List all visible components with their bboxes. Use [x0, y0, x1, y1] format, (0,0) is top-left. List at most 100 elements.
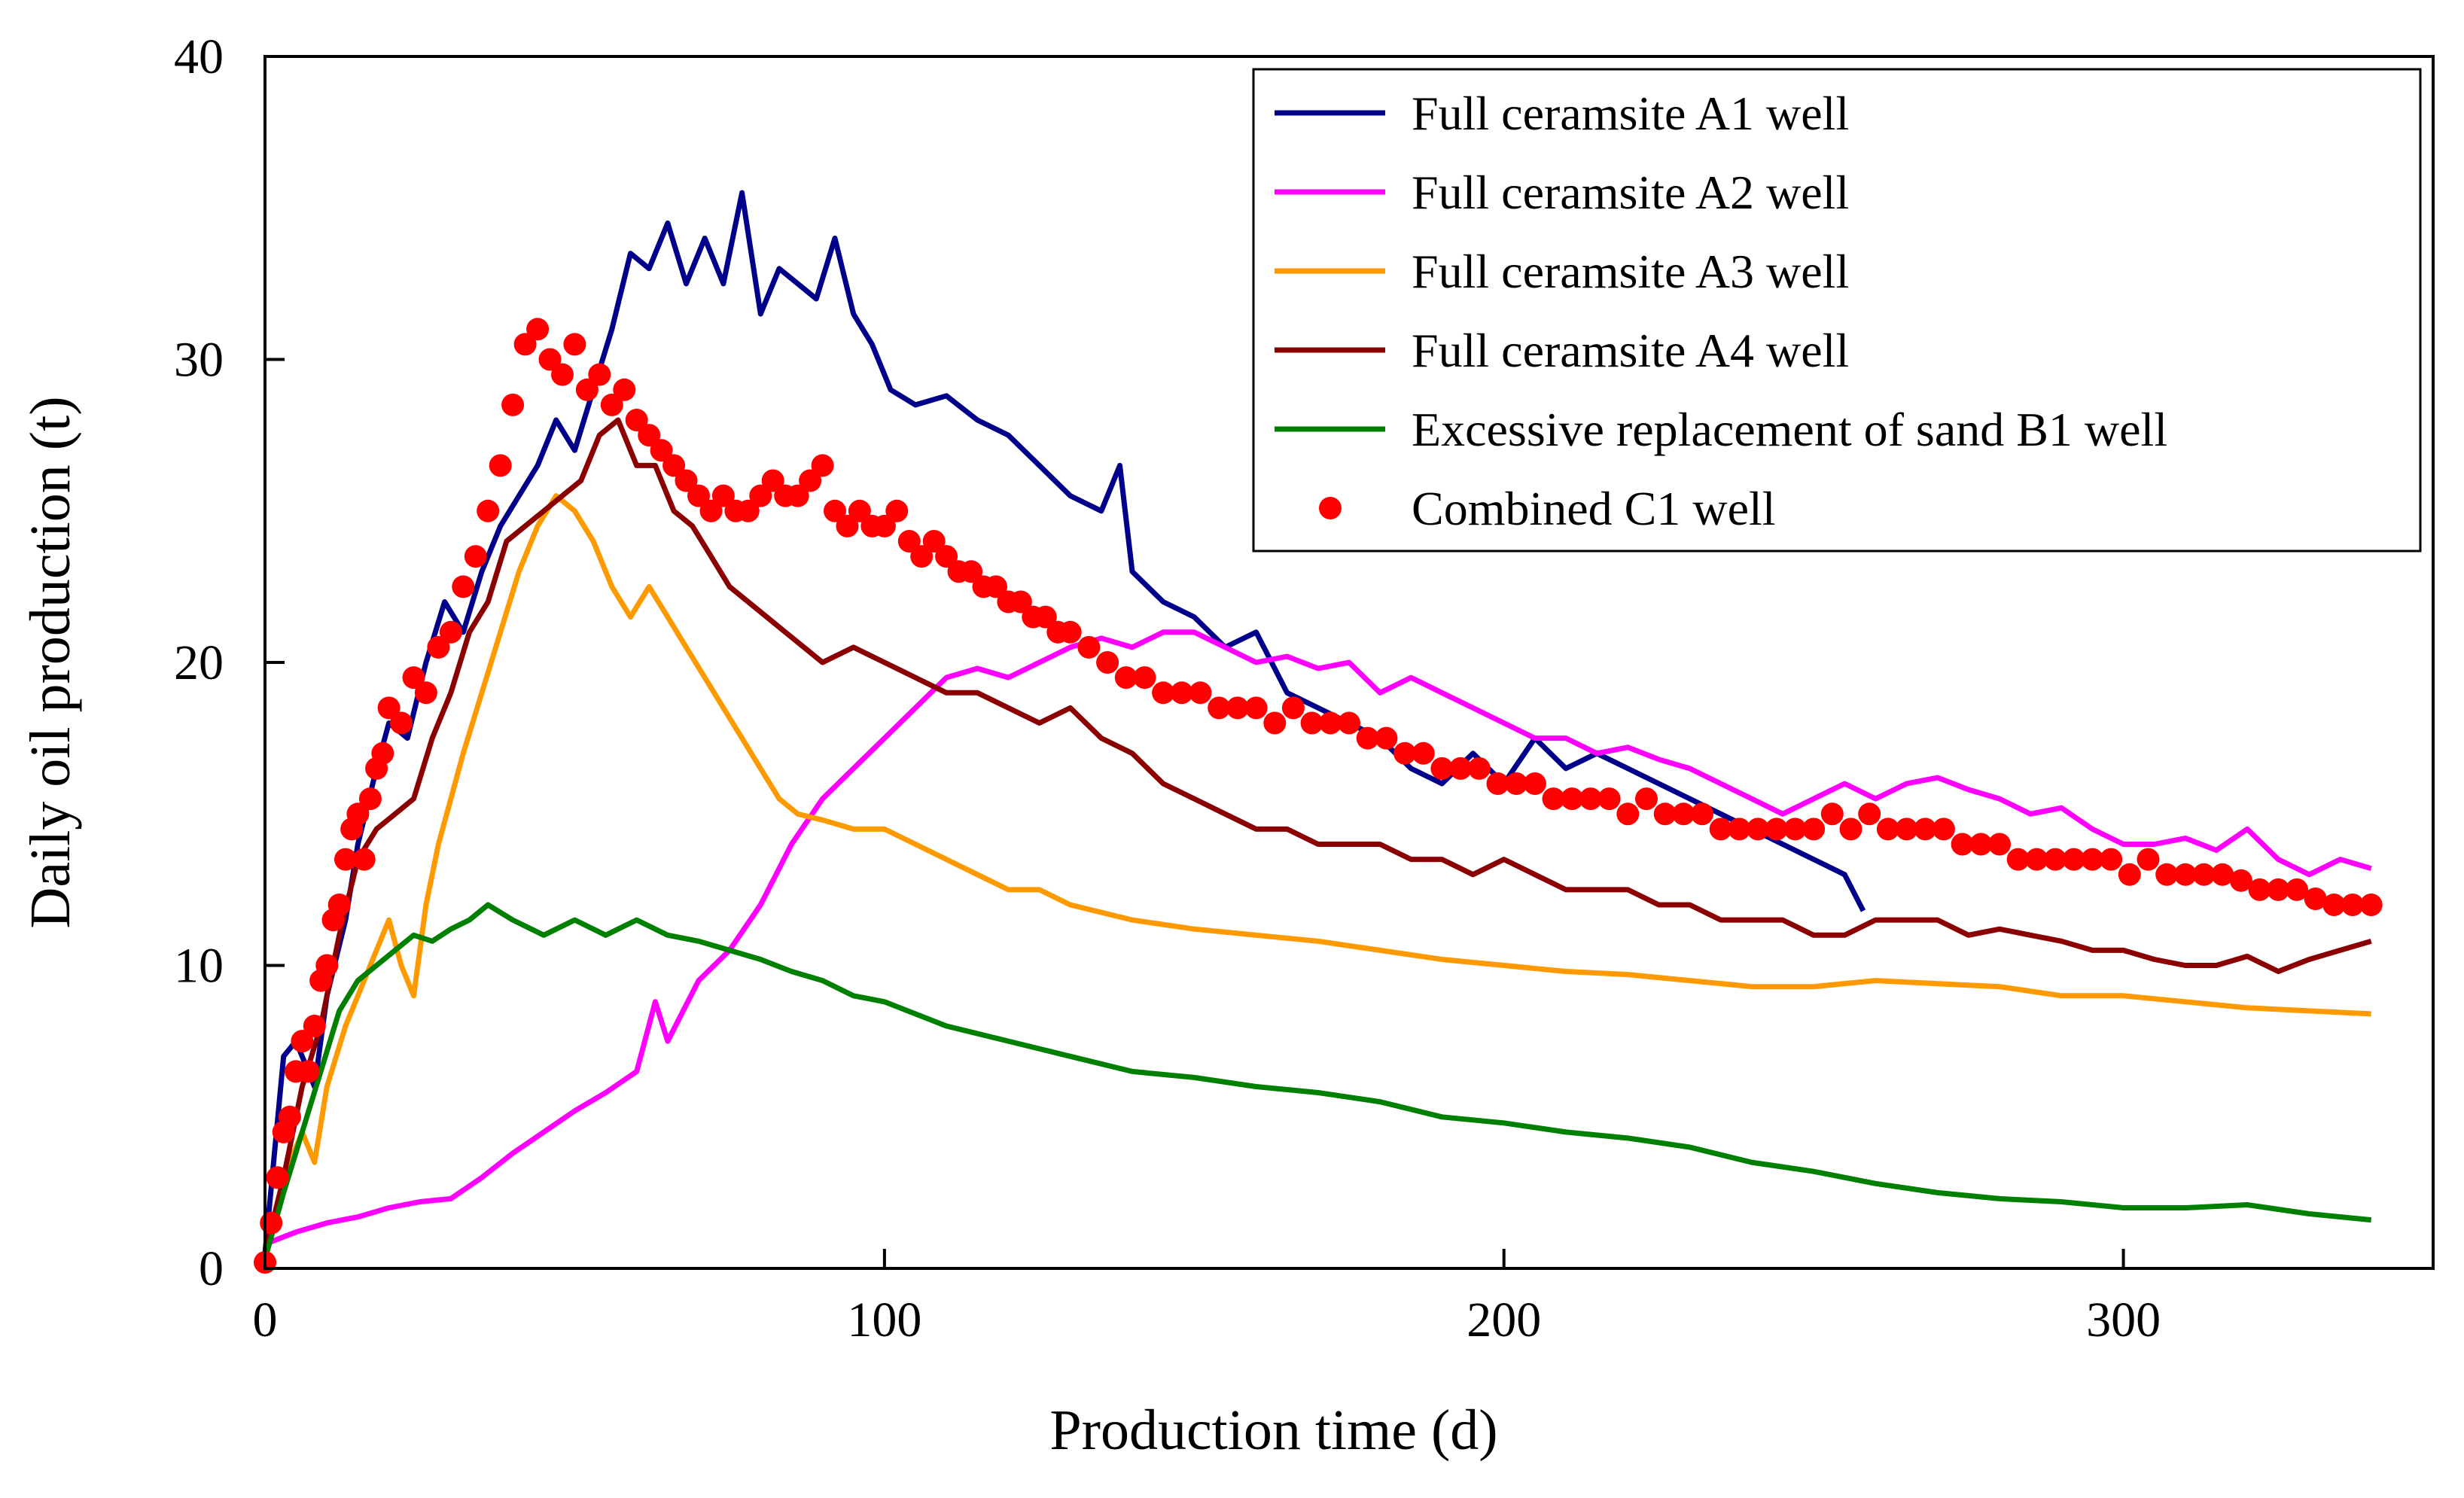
data-point	[1523, 772, 1546, 795]
data-point	[260, 1211, 283, 1235]
data-point	[1616, 802, 1640, 826]
x-tick-label: 0	[253, 1292, 278, 1347]
data-point	[1747, 818, 1770, 841]
data-point	[427, 635, 450, 659]
data-point	[786, 484, 809, 507]
data-point	[1133, 666, 1156, 690]
data-point	[575, 378, 598, 401]
data-point	[613, 378, 636, 401]
data-point	[1635, 787, 1658, 811]
data-point	[315, 954, 339, 977]
data-point	[1412, 741, 1435, 765]
data-point	[1914, 818, 1937, 841]
data-point	[1728, 818, 1751, 841]
data-point	[2304, 888, 2327, 910]
series-line-5	[262, 902, 2372, 1260]
data-point	[1114, 666, 1138, 690]
data-point	[1263, 711, 1287, 735]
data-point	[1319, 711, 1342, 735]
data-point	[799, 469, 822, 492]
data-point	[711, 484, 735, 507]
data-point	[2155, 863, 2179, 886]
data-point	[2267, 878, 2290, 901]
data-point	[1152, 681, 1175, 705]
legend-label: Full ceramsite A2 well	[1412, 166, 1849, 219]
data-point	[551, 363, 574, 386]
data-point	[2006, 848, 2030, 871]
data-point	[1988, 833, 2011, 856]
data-point	[1449, 757, 1473, 780]
data-point	[1802, 818, 1826, 841]
series-4	[262, 417, 2372, 1254]
data-point	[1009, 590, 1032, 614]
data-point	[1393, 741, 1417, 765]
data-point	[1765, 818, 1788, 841]
series-line-4	[262, 417, 2372, 1254]
data-point	[439, 620, 462, 644]
data-point	[650, 439, 673, 462]
data-point	[824, 499, 846, 522]
data-point	[1783, 818, 1807, 841]
legend-label: Combined C1 well	[1412, 482, 1776, 535]
data-point	[2025, 848, 2048, 871]
data-point	[291, 1030, 314, 1053]
data-point	[1226, 696, 1249, 720]
data-point	[346, 802, 370, 826]
data-point	[811, 454, 834, 477]
axis-layer: 0 100 200 300 0 10 20 30 40	[174, 29, 2161, 1347]
data-point	[2062, 848, 2085, 871]
legend-label: Full ceramsite A3 well	[1412, 245, 1849, 298]
data-point	[1208, 696, 1231, 720]
data-point	[1375, 726, 1398, 750]
data-point	[985, 575, 1007, 598]
data-point	[960, 560, 983, 583]
data-point	[2359, 894, 2383, 916]
x-axis-title: Production time (d)	[1049, 1399, 1497, 1462]
data-point	[1467, 757, 1491, 780]
data-point	[477, 499, 500, 522]
data-point	[390, 711, 413, 735]
data-point	[1300, 711, 1323, 735]
data-point	[1189, 681, 1212, 705]
data-point	[1244, 696, 1268, 720]
series-2	[263, 629, 2372, 1247]
data-point	[625, 409, 648, 431]
data-point	[1096, 651, 1119, 674]
data-point	[2211, 863, 2234, 886]
y-tick-label: 30	[174, 333, 224, 388]
data-point	[2248, 878, 2271, 901]
legend: Full ceramsite A1 well Full ceramsite A2 …	[1252, 68, 2422, 553]
data-point	[1170, 681, 1193, 705]
y-axis-title: Daily oil production (t)	[19, 396, 82, 928]
data-point	[489, 454, 512, 477]
legend-box	[1252, 68, 2422, 553]
data-point	[1597, 787, 1621, 811]
data-point	[358, 787, 382, 811]
data-point	[761, 469, 784, 492]
data-point	[278, 1105, 301, 1128]
data-point	[452, 575, 475, 598]
series-5	[262, 902, 2372, 1260]
legend-item: Full ceramsite A1 well	[1275, 87, 1849, 140]
data-point	[1691, 802, 1713, 826]
data-point	[885, 499, 909, 522]
legend-swatch	[1319, 497, 1342, 519]
legend-label: Full ceramsite A4 well	[1412, 324, 1849, 377]
data-point	[1486, 772, 1509, 795]
y-tick-label: 10	[174, 939, 224, 994]
data-point	[1058, 620, 1082, 644]
data-point	[922, 530, 946, 553]
series-1	[262, 190, 1866, 1254]
data-point	[638, 424, 661, 447]
x-tick-label: 100	[847, 1292, 921, 1347]
data-point	[2192, 863, 2216, 886]
data-point	[910, 545, 934, 568]
data-point	[297, 1060, 320, 1083]
data-point	[2229, 869, 2252, 892]
y-tick-label: 40	[174, 29, 224, 84]
series-6	[254, 318, 2383, 1274]
legend-item: Full ceramsite A2 well	[1275, 166, 1849, 219]
data-point	[848, 499, 871, 522]
data-point	[687, 484, 710, 507]
